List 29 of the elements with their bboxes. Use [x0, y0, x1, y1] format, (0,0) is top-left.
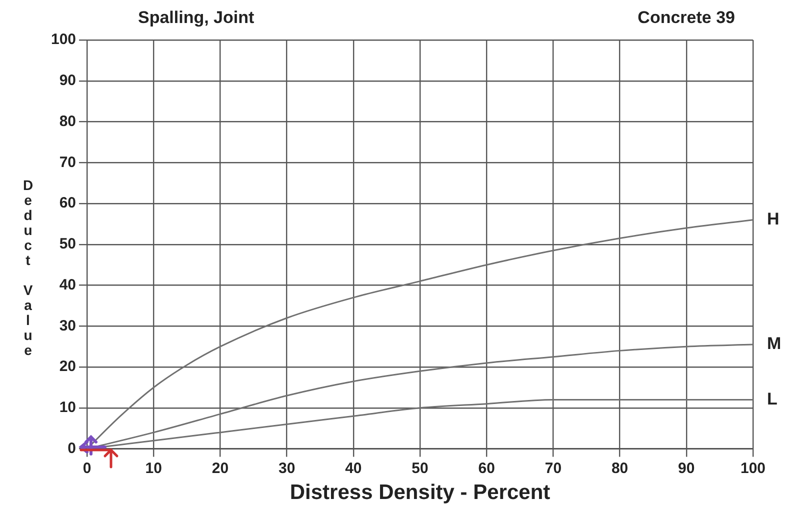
- x-tick-label: 20: [212, 460, 229, 477]
- x-tick-label: 40: [345, 460, 362, 477]
- x-tick-label: 70: [544, 460, 562, 477]
- x-tick-label: 10: [145, 460, 162, 477]
- y-tick-label: 50: [59, 236, 76, 253]
- x-tick-label: 60: [478, 460, 495, 477]
- y-tick-label: 40: [59, 276, 76, 294]
- y-tick-label: 30: [59, 317, 76, 334]
- y-tick-label: 70: [59, 154, 76, 171]
- y-tick-label: 10: [59, 399, 76, 416]
- series-label: H: [767, 210, 780, 229]
- y-tick-label: 80: [59, 112, 76, 130]
- x-tick-label: 50: [412, 460, 428, 477]
- y-tick-label: 0: [68, 440, 76, 457]
- chart-title: Spalling, Joint: [138, 8, 254, 28]
- y-tick-label: 100: [50, 31, 76, 48]
- series-label: L: [767, 389, 778, 408]
- series-label: M: [767, 334, 782, 354]
- y-tick-label: 60: [59, 194, 76, 212]
- x-axis-title: Distress Density - Percent: [290, 481, 550, 504]
- x-tick-label: 90: [678, 460, 695, 477]
- y-tick-label: 20: [59, 358, 76, 376]
- x-tick-label: 0: [82, 460, 92, 477]
- y-tick-label: 90: [59, 72, 76, 90]
- chart-subtitle: Concrete 39: [638, 8, 735, 28]
- x-tick-label: 30: [278, 460, 296, 477]
- x-tick-label: 80: [611, 460, 628, 477]
- x-tick-label: 100: [740, 460, 766, 477]
- y-axis-title: Deduct Value: [20, 177, 36, 357]
